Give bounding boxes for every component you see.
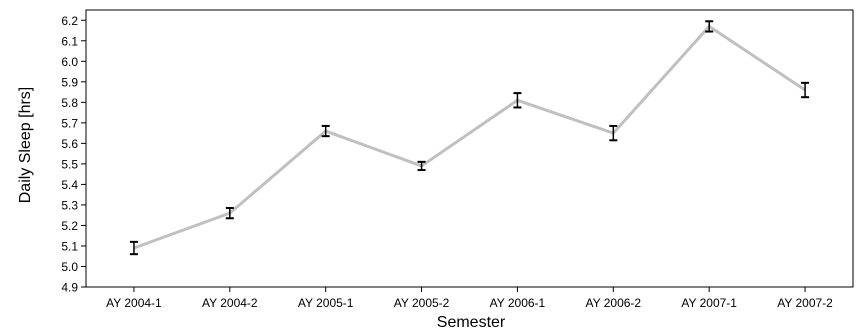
x-axis-title: Semester <box>437 314 506 331</box>
error-bar <box>801 81 810 99</box>
y-tick-label: 5.5 <box>61 157 78 171</box>
series-line <box>133 24 806 250</box>
plot-frame <box>85 9 854 288</box>
y-tick-label: 4.9 <box>61 281 78 295</box>
x-axis-ticks: AY 2004-1 AY 2004-2 AY 2005-1 AY 2005-2 AY 2… <box>106 287 833 310</box>
x-tick-label: AY 2004-2 <box>202 296 258 310</box>
y-tick-label: 5.8 <box>61 96 78 110</box>
x-tick-label: AY 2006-1 <box>490 296 546 310</box>
error-bar <box>321 124 330 138</box>
y-tick-label: 6.2 <box>61 14 78 28</box>
x-tick-label: AY 2005-1 <box>298 296 354 310</box>
y-tick-label: 5.3 <box>61 198 78 212</box>
x-tick-label: AY 2005-2 <box>394 296 450 310</box>
y-tick-label: 5.7 <box>61 116 78 130</box>
x-tick-label: AY 2006-2 <box>586 296 642 310</box>
plot-area <box>129 20 810 256</box>
y-tick-label: 5.4 <box>61 178 78 192</box>
error-bar <box>129 240 138 256</box>
y-tick-label: 5.9 <box>61 75 78 89</box>
y-tick-label: 5.6 <box>61 137 78 151</box>
error-bar <box>705 20 714 33</box>
y-tick-label: 6.0 <box>61 55 78 69</box>
y-tick-label: 5.2 <box>61 219 78 233</box>
x-tick-label: AY 2007-1 <box>681 296 737 310</box>
error-bar <box>513 92 522 109</box>
y-axis-title: Daily Sleep [hrs] <box>17 87 34 204</box>
error-bar <box>417 160 426 172</box>
x-tick-label: AY 2004-1 <box>106 296 162 310</box>
y-tick-label: 6.1 <box>61 34 78 48</box>
x-tick-label: AY 2007-2 <box>777 296 833 310</box>
error-bar <box>609 124 618 142</box>
error-bar <box>225 207 234 220</box>
y-tick-label: 5.0 <box>61 260 78 274</box>
y-tick-label: 5.1 <box>61 239 78 253</box>
y-axis-ticks: 4.9 5.0 5.1 5.2 5.3 5.4 5.5 5.6 5.7 5.8 5.9 6.0 6.1 6… <box>61 14 86 295</box>
